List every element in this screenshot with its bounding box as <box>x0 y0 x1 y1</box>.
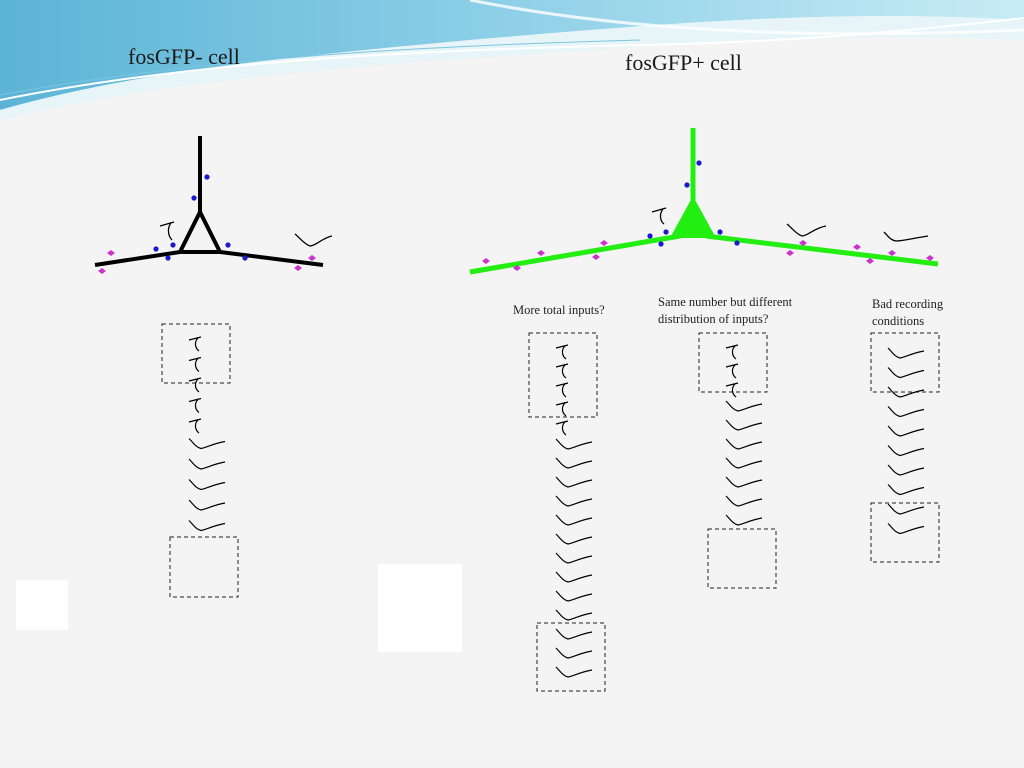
slow-epsc-trace <box>555 457 593 469</box>
slow-epsc-trace <box>887 484 925 496</box>
slow-epsc-trace <box>887 425 925 437</box>
header-wave-decoration <box>0 0 1024 120</box>
slow-epsc-trace <box>725 514 763 526</box>
hypothesis-more-inputs: More total inputs? <box>513 303 605 317</box>
slow-epsc-trace <box>725 438 763 450</box>
slow-epsc-trace <box>555 533 593 545</box>
slow-epsc-trace <box>887 406 925 418</box>
slow-epsc-trace <box>887 347 925 359</box>
neg-neuron <box>94 136 333 274</box>
trace-column-neg <box>188 336 226 532</box>
fast-epsc-trace <box>555 344 569 360</box>
pos-neuron <box>469 128 939 275</box>
slow-epsc-trace <box>725 419 763 431</box>
slow-epsc-trace <box>555 495 593 507</box>
slow-epsc-trace <box>887 464 925 476</box>
slow-epsc-trace <box>555 571 593 583</box>
slow-epsc-trace <box>188 438 226 450</box>
slow-epsc-trace <box>188 520 226 532</box>
fast-epsc-trace <box>188 397 202 413</box>
slow-epsc-trace <box>188 499 226 511</box>
fast-epsc-trace <box>725 344 739 360</box>
blank-box-center <box>378 564 462 652</box>
slow-epsc-trace <box>555 438 593 450</box>
slow-epsc-trace <box>555 609 593 621</box>
slow-epsc-trace <box>188 458 226 470</box>
trace-column-bad-recording <box>887 347 925 535</box>
slow-epsc-trace <box>555 647 593 659</box>
slow-epsc-trace <box>555 552 593 564</box>
trace-column-distribution <box>725 344 763 526</box>
dashed-groups <box>161 323 940 692</box>
slow-epsc-trace <box>887 523 925 535</box>
hypothesis-distribution: Same number but different distribution o… <box>658 295 793 326</box>
blank-box-left <box>16 580 68 630</box>
fast-epsc-trace <box>188 418 202 434</box>
slow-epsc-trace <box>188 479 226 491</box>
right-cell-title: fosGFP+ cell <box>625 50 742 75</box>
slow-epsc-trace <box>555 590 593 602</box>
trace-column-more-inputs <box>555 344 593 678</box>
slow-epsc-trace <box>555 666 593 678</box>
hypothesis-bad-recording: Bad recording conditions <box>872 297 944 328</box>
fast-epsc-trace <box>555 420 569 436</box>
fast-epsc-trace <box>188 336 202 352</box>
fast-epsc-trace <box>555 401 569 417</box>
slow-epsc-trace <box>887 503 925 515</box>
slow-epsc-trace <box>555 514 593 526</box>
left-cell-title: fosGFP- cell <box>128 44 240 69</box>
slow-epsc-trace <box>725 400 763 412</box>
slow-epsc-trace <box>555 628 593 640</box>
slow-epsc-trace <box>725 495 763 507</box>
fast-epsc-trace <box>555 363 569 379</box>
slow-epsc-trace <box>887 445 925 457</box>
slow-epsc-trace <box>555 476 593 488</box>
slow-epsc-trace <box>725 476 763 488</box>
slow-epsc-trace <box>887 367 925 379</box>
fast-epsc-trace <box>188 377 202 393</box>
fast-epsc-trace <box>725 363 739 379</box>
slow-epsc-trace <box>887 386 925 398</box>
fast-epsc-trace <box>188 356 202 372</box>
fast-epsc-trace <box>555 382 569 398</box>
slow-epsc-trace <box>725 457 763 469</box>
fast-epsc-trace <box>725 382 739 398</box>
